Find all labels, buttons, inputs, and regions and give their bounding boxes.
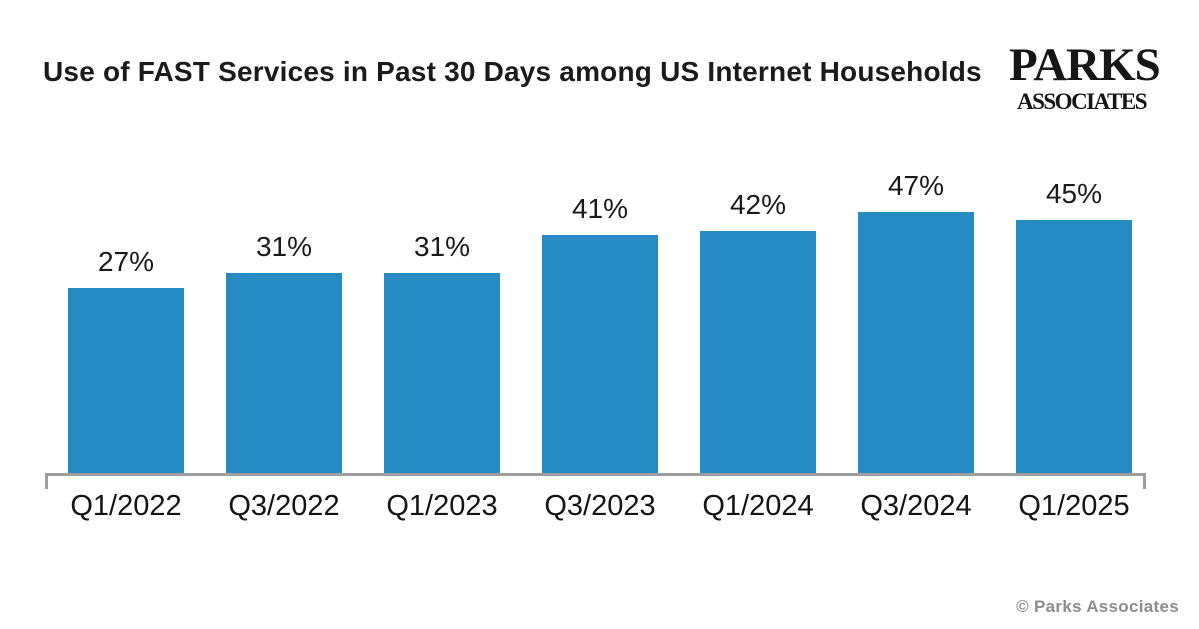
bar-group: 45% (1016, 170, 1132, 473)
bar (68, 288, 184, 473)
bar-group: 31% (226, 223, 342, 473)
copyright-notice: © Parks Associates (1016, 597, 1179, 616)
bar-value-label: 27% (97, 246, 155, 277)
x-axis-tick-label: Q3/2023 (544, 490, 656, 522)
x-axis-tick-label: Q1/2023 (386, 490, 498, 522)
bar-value-label: 41% (571, 193, 629, 224)
bar-value-label: 31% (413, 231, 471, 262)
bar-group: 42% (700, 181, 816, 473)
x-axis-tick-label: Q3/2022 (228, 490, 340, 522)
bar (542, 235, 658, 473)
logo-wordmark-parks: PARKS (1009, 39, 1161, 91)
bar-group: 27% (68, 238, 184, 473)
bar-group: 47% (858, 162, 974, 473)
bar-plot: 27% 31% 31% 41% 42% 47% 45% (68, 162, 1132, 473)
x-axis-labels: Q1/2022 Q3/2022 Q1/2023 Q3/2023 Q1/2024 Q3/20… (0, 490, 1199, 530)
bar-value-label: 31% (255, 231, 313, 262)
bar (384, 273, 500, 473)
x-axis-tick-label: Q1/2022 (70, 490, 182, 522)
bar-group: 31% (384, 223, 500, 473)
parks-associates-logo: PARKS ASSOCIATES (1009, 39, 1161, 114)
logo-wordmark-associates: ASSOCIATES (1016, 89, 1148, 114)
x-axis-tick-label: Q1/2025 (1018, 490, 1130, 522)
x-axis-tick-label: Q3/2024 (860, 490, 972, 522)
bar (858, 212, 974, 473)
bar-value-label: 45% (1045, 178, 1103, 209)
bar-value-label: 47% (887, 170, 945, 201)
x-axis-line (45, 473, 1146, 489)
x-axis-tick-label: Q1/2024 (702, 490, 814, 522)
bar (1016, 220, 1132, 473)
bar-value-label: 42% (729, 189, 787, 220)
bar (226, 273, 342, 473)
bar (700, 231, 816, 473)
bar-group: 41% (542, 185, 658, 473)
chart-title: Use of FAST Services in Past 30 Days amo… (43, 56, 982, 87)
